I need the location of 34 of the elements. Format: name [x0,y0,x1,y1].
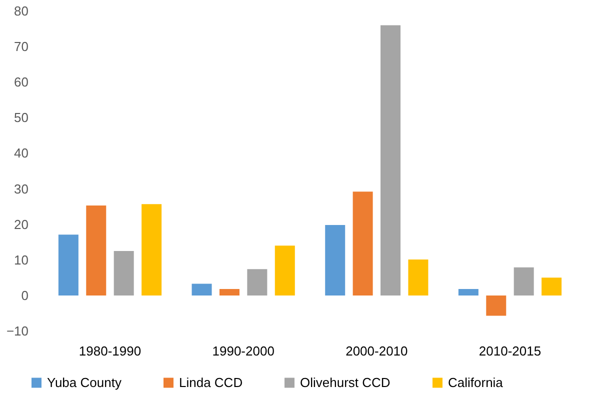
bar [408,260,428,296]
y-tick-label: −10 [6,324,28,338]
y-tick-label: 60 [14,74,28,90]
bar [192,284,212,296]
bar [114,251,134,296]
legend-label: Olivehurst CCD [300,374,390,390]
bar [514,267,534,296]
x-tick-label: 1980-1990 [78,344,142,358]
legend-label: Linda CCD [179,374,243,390]
bar [325,225,346,296]
y-tick-label: 80 [14,4,28,18]
bar [380,25,401,296]
y-tick-label: 50 [14,110,28,126]
bar [274,246,295,296]
x-tick-label: 2000-2010 [346,344,408,358]
bar [458,289,478,296]
bar [352,192,373,296]
y-tick-label: 30 [14,181,28,196]
legend-label: California [448,374,504,390]
bar [247,269,268,296]
bar [58,234,78,296]
bar [486,295,506,316]
y-tick-label: 40 [14,146,28,161]
legend-label: Yuba County [47,374,122,390]
bar [219,289,240,296]
y-tick-label: 0 [21,288,28,303]
x-tick-label: 1990-2000 [212,344,274,358]
bar [86,205,106,296]
bar [542,278,562,296]
y-tick-label: 70 [14,39,28,54]
y-tick-label: 10 [14,252,28,268]
bar [142,204,162,296]
x-tick-label: 2010-2015 [478,344,542,358]
y-tick-label: 20 [14,216,28,232]
